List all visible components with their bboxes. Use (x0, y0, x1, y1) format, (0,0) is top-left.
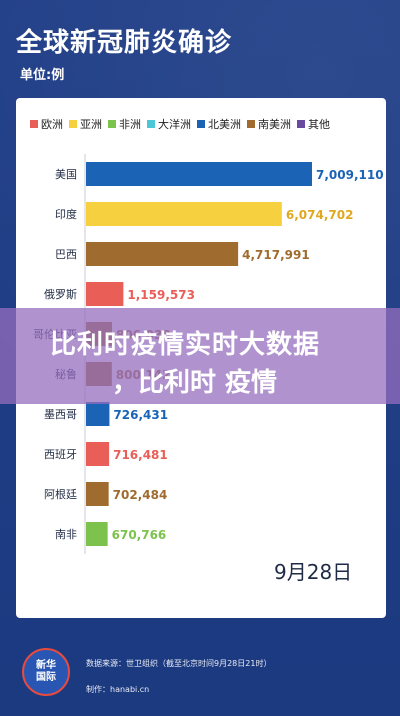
legend-item: 大洋洲 (147, 116, 191, 132)
chart-legend: 欧洲 亚洲 非洲 大洋洲 北美洲 南美洲 其他 (30, 116, 376, 132)
data-source-text: 数据来源：世卫组织（截至北京时间9月28日21时） (86, 659, 272, 668)
overlay-headline: 比利时疫情实时大数据 (50, 330, 321, 360)
legend-label: 其他 (308, 118, 330, 131)
bar (86, 522, 108, 546)
legend-item: 其他 (297, 116, 330, 132)
overlay-subheadline: ，比利时 疫情 (112, 368, 278, 398)
category-label: 美国 (55, 168, 77, 181)
value-label: 6,074,702 (286, 208, 354, 222)
bar (86, 202, 282, 226)
value-label: 702,484 (113, 488, 168, 502)
date-label: 9月28日 (274, 560, 353, 584)
maker-credit-text: 制作：hanabi.cn (86, 685, 150, 694)
logo-text-line2: 国际 (36, 672, 56, 683)
bar-chart: 美国 7,009,110 印度 6,074,702 巴西 4,717,991 俄罗斯 1,15… (33, 154, 384, 554)
legend-label: 欧洲 (41, 118, 63, 131)
category-label: 南非 (55, 528, 77, 541)
unit-label: 单位:例 (20, 68, 65, 83)
bar (86, 242, 239, 266)
category-label: 印度 (55, 207, 77, 221)
legend-item: 北美洲 (197, 116, 241, 132)
legend-item: 南美洲 (247, 116, 291, 132)
value-label: 670,766 (112, 528, 167, 542)
legend-label: 非洲 (119, 118, 141, 131)
legend-label: 亚洲 (80, 118, 102, 131)
bar (86, 482, 109, 506)
logo-text-line1: 新华 (36, 660, 56, 671)
legend-swatch (147, 120, 155, 128)
legend-item: 亚洲 (69, 116, 102, 132)
legend-item: 欧洲 (30, 116, 63, 132)
legend-label: 北美洲 (208, 118, 241, 131)
category-label: 俄罗斯 (44, 288, 77, 301)
value-label: 726,431 (113, 408, 168, 422)
bar (86, 162, 312, 186)
bar (86, 442, 110, 466)
bar (86, 282, 124, 306)
overlay-banner (0, 308, 400, 404)
legend-swatch (108, 120, 116, 128)
legend-swatch (30, 120, 38, 128)
legend-swatch (297, 120, 305, 128)
legend-swatch (247, 120, 255, 128)
value-label: 1,159,573 (127, 288, 195, 302)
bar (86, 402, 110, 426)
category-label: 西班牙 (44, 448, 77, 461)
value-label: 4,717,991 (242, 248, 310, 262)
page-title: 全球新冠肺炎确诊 (16, 28, 233, 58)
category-label: 巴西 (55, 248, 77, 261)
legend-swatch (69, 120, 77, 128)
value-label: 716,481 (113, 448, 168, 462)
value-label: 7,009,110 (316, 168, 384, 182)
legend-label: 大洋洲 (158, 118, 191, 131)
legend-label: 南美洲 (258, 118, 291, 131)
category-label: 墨西哥 (44, 408, 77, 421)
category-label: 阿根廷 (44, 487, 77, 501)
xinhua-logo: 新华 国际 (22, 648, 70, 696)
legend-item: 非洲 (108, 116, 141, 132)
legend-swatch (197, 120, 205, 128)
